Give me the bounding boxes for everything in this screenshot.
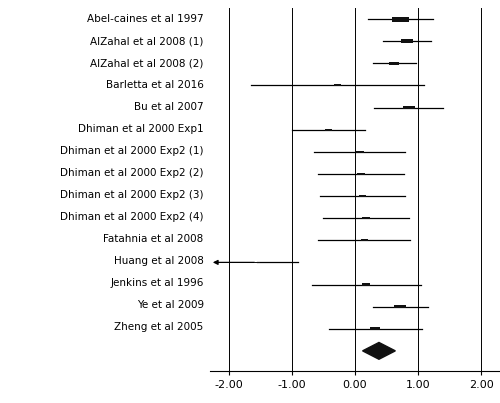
Text: Dhiman et al 2000 Exp2 (3): Dhiman et al 2000 Exp2 (3) xyxy=(60,190,204,200)
Bar xyxy=(370,327,380,330)
Text: AlZahal et al 2008 (2): AlZahal et al 2008 (2) xyxy=(90,58,204,68)
Bar xyxy=(362,217,370,219)
Text: Dhiman et al 2000 Exp2 (2): Dhiman et al 2000 Exp2 (2) xyxy=(60,168,204,178)
Text: Zheng et al 2005: Zheng et al 2005 xyxy=(114,322,204,332)
Bar xyxy=(334,85,340,86)
Text: Abel-caines et al 1997: Abel-caines et al 1997 xyxy=(87,14,204,24)
Text: Huang et al 2008: Huang et al 2008 xyxy=(114,256,204,266)
Text: Bu et al 2007: Bu et al 2007 xyxy=(134,102,203,112)
Bar xyxy=(358,195,366,197)
Bar xyxy=(356,151,364,153)
Text: Dhiman et al 2000 Exp2 (1): Dhiman et al 2000 Exp2 (1) xyxy=(60,146,204,156)
Text: AlZahal et al 2008 (1): AlZahal et al 2008 (1) xyxy=(90,36,204,46)
Bar xyxy=(389,62,399,65)
Bar xyxy=(394,305,406,308)
Bar xyxy=(400,39,412,43)
Text: Barletta et al 2016: Barletta et al 2016 xyxy=(106,80,204,90)
Bar xyxy=(358,173,365,175)
Text: Dhiman et al 2000 Exp1: Dhiman et al 2000 Exp1 xyxy=(78,124,204,134)
Text: Jenkins et al 1996: Jenkins et al 1996 xyxy=(110,278,204,288)
Text: Dhiman et al 2000 Exp2 (4): Dhiman et al 2000 Exp2 (4) xyxy=(60,212,204,222)
Bar xyxy=(254,262,260,263)
Bar xyxy=(360,239,368,241)
Bar xyxy=(402,106,414,109)
Bar xyxy=(362,283,370,286)
Polygon shape xyxy=(362,343,396,359)
Text: Ye et al 2009: Ye et al 2009 xyxy=(136,300,203,310)
Text: Fatahnia et al 2008: Fatahnia et al 2008 xyxy=(104,234,204,244)
Bar xyxy=(324,129,332,131)
Bar xyxy=(392,17,408,22)
